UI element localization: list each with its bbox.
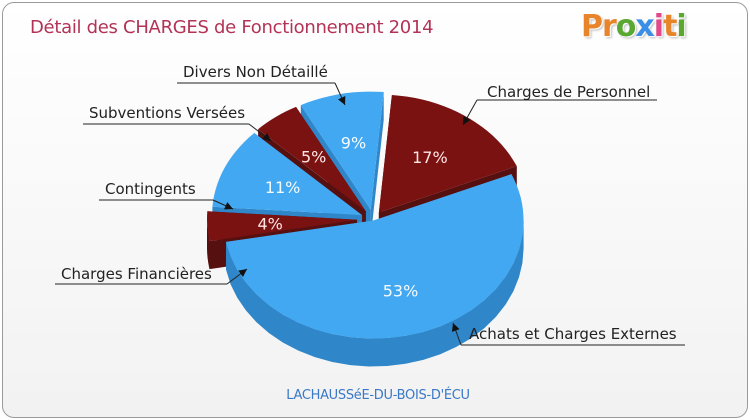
chart-title: Détail des CHARGES de Fonctionnement 201… [30, 17, 434, 38]
pie-slice [212, 133, 362, 216]
pie-slice [378, 95, 517, 213]
callout-label: Charges de Personnel [487, 83, 650, 101]
callout-arrowhead [262, 132, 271, 141]
logo-letter: x [635, 9, 654, 44]
logo-letter: i [676, 9, 686, 44]
logo-letter: t [663, 9, 677, 44]
callout-arrowhead [338, 96, 346, 105]
callout-label: Subventions Versées [89, 104, 245, 122]
callout-arrowhead [463, 116, 471, 125]
callout-arrowhead [224, 202, 233, 210]
proxiti-logo: Proxiti [581, 9, 687, 44]
pie-slice [207, 211, 357, 242]
slice-wall [370, 92, 384, 238]
pie-labels: 17% 53% 4% 11%5% 9% Charges de Personnel Achat… [55, 63, 685, 346]
callout-label: Charges Financières [61, 265, 212, 283]
commune-name: LACHAUSSéE-DU-BOIS-D'ÉCU [286, 388, 470, 403]
pie-chart: 17% 53% 4% 11%5% 9% Charges de Personnel Achat… [55, 63, 685, 367]
pie-slice [300, 91, 384, 210]
logo-letter: r [602, 9, 617, 44]
slice-percent-label: 11% [265, 178, 301, 197]
pie-tops [207, 91, 524, 339]
slice-percent-label: 4% [258, 215, 283, 234]
slice-side [226, 220, 524, 367]
pie-slice [226, 174, 524, 339]
slice-percent-label: 9% [341, 134, 366, 153]
callout-arrowhead [451, 323, 460, 332]
callout-label: Contingents [105, 180, 196, 198]
callout-label: Divers Non Détaillé [183, 63, 328, 81]
pie-slice [258, 106, 366, 212]
slice-percent-label: 5% [301, 148, 326, 167]
logo-letter: o [615, 9, 637, 44]
callout-label: Achats et Charges Externes [469, 325, 677, 343]
slice-percent-label: 17% [412, 148, 448, 167]
slice-percent-label: 53% [383, 282, 419, 301]
callout-arrowhead [238, 269, 247, 277]
logo-letter: P [581, 9, 603, 44]
logo-letter: i [653, 9, 664, 44]
